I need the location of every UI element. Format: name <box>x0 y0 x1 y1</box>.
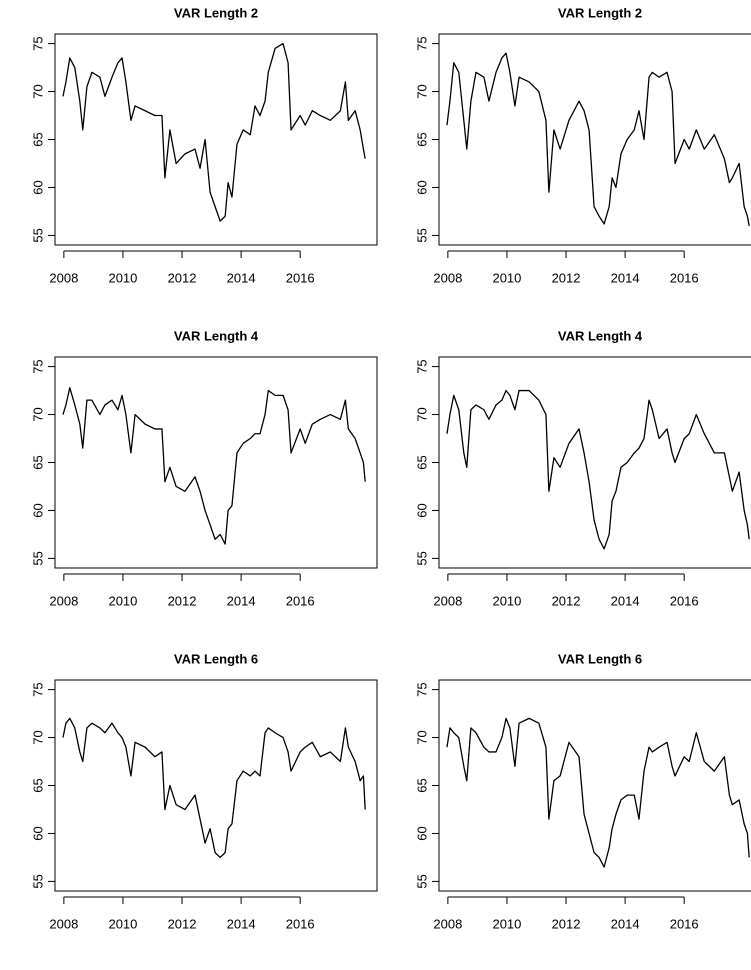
x-tick-label: 2016 <box>670 270 699 285</box>
x-tick-label: 2016 <box>670 916 699 931</box>
y-tick-label: 75 <box>30 682 45 696</box>
panel-title: VAR Length 2 <box>174 5 258 20</box>
panel-title: VAR Length 6 <box>174 651 258 666</box>
x-tick-label: 2014 <box>227 593 256 608</box>
x-tick-label: 2008 <box>433 593 462 608</box>
y-tick-label: 65 <box>414 132 429 146</box>
plot-box <box>438 356 751 569</box>
y-tick-label: 60 <box>30 503 45 517</box>
y-tick-label: 70 <box>414 84 429 98</box>
panel: VAR Length 6 55 60 65 70 75 2008 2010 2012 2014 20… <box>30 651 378 931</box>
x-tick-label: 2010 <box>492 270 521 285</box>
y-tick-label: 70 <box>414 407 429 421</box>
y-tick-label: 70 <box>30 84 45 98</box>
plot-box <box>438 679 751 892</box>
y-tick-label: 75 <box>30 36 45 50</box>
x-tick-label: 2012 <box>168 916 197 931</box>
x-tick-label: 2010 <box>492 593 521 608</box>
x-tick-label: 2012 <box>552 593 581 608</box>
panel: VAR Length 2 55 60 65 70 75 2008 2010 2012 2014 20… <box>30 5 378 285</box>
x-tick-label: 2014 <box>611 270 640 285</box>
y-tick-label: 55 <box>414 228 429 242</box>
x-tick-label: 2010 <box>108 916 137 931</box>
panel-title: VAR Length 4 <box>174 328 259 343</box>
y-tick-label: 75 <box>414 359 429 373</box>
plot-box <box>54 356 378 569</box>
y-tick-label: 70 <box>30 407 45 421</box>
y-tick-label: 65 <box>30 132 45 146</box>
panel-title: VAR Length 2 <box>558 5 642 20</box>
y-tick-label: 55 <box>414 551 429 565</box>
x-tick-label: 2016 <box>286 593 315 608</box>
line-series <box>62 717 366 859</box>
x-tick-label: 2014 <box>611 916 640 931</box>
y-tick-label: 55 <box>414 874 429 888</box>
line-series <box>446 717 750 868</box>
line-series <box>446 52 750 226</box>
x-tick-label: 2008 <box>433 270 462 285</box>
x-tick-label: 2010 <box>108 593 137 608</box>
x-tick-label: 2016 <box>286 916 315 931</box>
line-series <box>62 387 366 545</box>
line-series <box>446 389 750 550</box>
x-tick-label: 2008 <box>49 270 78 285</box>
x-tick-label: 2010 <box>108 270 137 285</box>
y-tick-label: 65 <box>30 778 45 792</box>
plot-box <box>54 679 378 892</box>
x-tick-label: 2016 <box>670 593 699 608</box>
x-tick-label: 2010 <box>492 916 521 931</box>
y-tick-label: 75 <box>30 359 45 373</box>
x-tick-label: 2008 <box>433 916 462 931</box>
y-tick-label: 60 <box>30 180 45 194</box>
y-tick-label: 65 <box>414 455 429 469</box>
plot-box <box>438 33 751 246</box>
y-tick-label: 75 <box>414 36 429 50</box>
panel: VAR Length 4 55 60 65 70 75 2008 2010 2012 2014 20… <box>30 328 378 608</box>
x-tick-label: 2014 <box>611 593 640 608</box>
line-series <box>62 42 366 222</box>
y-tick-label: 55 <box>30 874 45 888</box>
y-tick-label: 55 <box>30 228 45 242</box>
panel-title: VAR Length 4 <box>558 328 643 343</box>
plot-box <box>54 33 378 246</box>
panel-title: VAR Length 6 <box>558 651 642 666</box>
y-tick-label: 70 <box>30 730 45 744</box>
y-tick-label: 55 <box>30 551 45 565</box>
y-tick-label: 60 <box>414 826 429 840</box>
y-tick-label: 75 <box>414 682 429 696</box>
x-tick-label: 2014 <box>227 916 256 931</box>
x-tick-label: 2008 <box>49 916 78 931</box>
x-tick-label: 2012 <box>552 916 581 931</box>
x-tick-label: 2016 <box>286 270 315 285</box>
y-tick-label: 65 <box>414 778 429 792</box>
x-tick-label: 2012 <box>168 593 197 608</box>
x-tick-label: 2012 <box>168 270 197 285</box>
y-tick-label: 65 <box>30 455 45 469</box>
y-tick-label: 60 <box>414 180 429 194</box>
x-tick-label: 2012 <box>552 270 581 285</box>
x-tick-label: 2014 <box>227 270 256 285</box>
y-tick-label: 70 <box>414 730 429 744</box>
panel: VAR Length 2 55 60 65 70 75 2008 2010 2012 2014 20… <box>414 5 751 285</box>
panel: VAR Length 6 55 60 65 70 75 2008 2010 2012 2014 20… <box>414 651 751 931</box>
x-tick-label: 2008 <box>49 593 78 608</box>
y-tick-label: 60 <box>414 503 429 517</box>
panel: VAR Length 4 55 60 65 70 75 2008 2010 2012 2014 20… <box>414 328 751 608</box>
y-tick-label: 60 <box>30 826 45 840</box>
